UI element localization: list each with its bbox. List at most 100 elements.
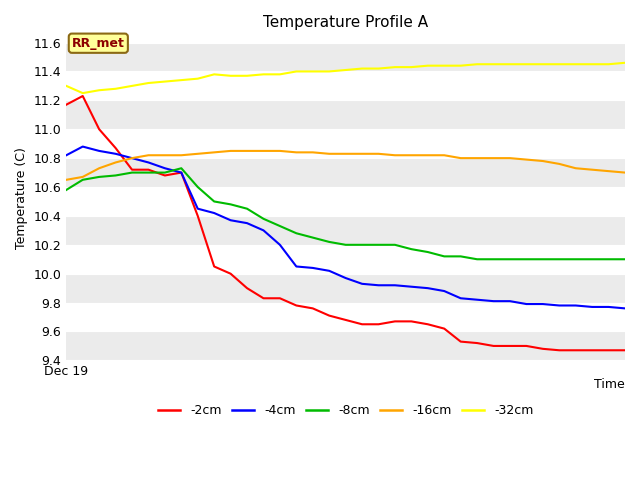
-16cm <box>572 166 580 171</box>
-16cm <box>556 161 563 167</box>
Bar <box>67 302 625 332</box>
-32cm <box>128 83 136 89</box>
-32cm <box>194 76 202 82</box>
-8cm <box>506 256 514 262</box>
-16cm <box>408 152 415 158</box>
-32cm <box>506 61 514 67</box>
-8cm <box>292 230 300 236</box>
-16cm <box>161 152 169 158</box>
-8cm <box>588 256 596 262</box>
-2cm <box>556 348 563 353</box>
-32cm <box>325 69 333 74</box>
-16cm <box>457 155 465 161</box>
-4cm <box>194 206 202 212</box>
Text: RR_met: RR_met <box>72 36 125 50</box>
Bar <box>67 187 625 216</box>
-32cm <box>605 61 612 67</box>
-4cm <box>63 152 70 158</box>
-4cm <box>374 282 382 288</box>
-32cm <box>276 72 284 77</box>
-8cm <box>374 242 382 248</box>
-16cm <box>605 168 612 174</box>
-8cm <box>605 256 612 262</box>
-8cm <box>95 174 103 180</box>
-8cm <box>63 187 70 193</box>
-16cm <box>194 151 202 156</box>
Bar <box>67 43 625 72</box>
-2cm <box>112 145 120 151</box>
-16cm <box>342 151 349 156</box>
-8cm <box>408 246 415 252</box>
-8cm <box>457 253 465 259</box>
-8cm <box>424 249 431 255</box>
-16cm <box>309 149 317 155</box>
-4cm <box>523 301 531 307</box>
-16cm <box>227 148 234 154</box>
-4cm <box>95 148 103 154</box>
-8cm <box>572 256 580 262</box>
-16cm <box>292 149 300 155</box>
-2cm <box>128 167 136 173</box>
-2cm <box>95 126 103 132</box>
-2cm <box>211 264 218 269</box>
-32cm <box>440 63 448 69</box>
Line: -4cm: -4cm <box>67 146 625 308</box>
-2cm <box>588 348 596 353</box>
-8cm <box>358 242 366 248</box>
-2cm <box>424 322 431 327</box>
-2cm <box>490 343 497 349</box>
-4cm <box>309 265 317 271</box>
-8cm <box>227 202 234 207</box>
-4cm <box>177 170 185 176</box>
-2cm <box>391 319 399 324</box>
-8cm <box>260 216 268 222</box>
-8cm <box>161 170 169 176</box>
-16cm <box>325 151 333 156</box>
-32cm <box>227 73 234 79</box>
-4cm <box>539 301 547 307</box>
Bar <box>67 158 625 187</box>
-32cm <box>621 60 629 66</box>
Legend: -2cm, -4cm, -8cm, -16cm, -32cm: -2cm, -4cm, -8cm, -16cm, -32cm <box>153 399 539 422</box>
-4cm <box>391 282 399 288</box>
-8cm <box>128 170 136 176</box>
-16cm <box>523 156 531 162</box>
-4cm <box>506 298 514 304</box>
-8cm <box>342 242 349 248</box>
-2cm <box>342 317 349 323</box>
-2cm <box>325 313 333 319</box>
-8cm <box>145 170 152 176</box>
-16cm <box>490 155 497 161</box>
-8cm <box>539 256 547 262</box>
-8cm <box>621 256 629 262</box>
-4cm <box>408 284 415 289</box>
-16cm <box>358 151 366 156</box>
-32cm <box>408 64 415 70</box>
-16cm <box>112 159 120 165</box>
-32cm <box>177 77 185 83</box>
Line: -8cm: -8cm <box>67 168 625 259</box>
-8cm <box>440 253 448 259</box>
-4cm <box>556 302 563 308</box>
-8cm <box>556 256 563 262</box>
-4cm <box>276 242 284 248</box>
-4cm <box>588 304 596 310</box>
-4cm <box>145 159 152 165</box>
-16cm <box>95 166 103 171</box>
-8cm <box>276 223 284 229</box>
-32cm <box>211 72 218 77</box>
-4cm <box>161 166 169 171</box>
-4cm <box>605 304 612 310</box>
-8cm <box>523 256 531 262</box>
-2cm <box>457 339 465 345</box>
-2cm <box>309 305 317 311</box>
-32cm <box>523 61 531 67</box>
-2cm <box>145 167 152 173</box>
Title: Temperature Profile A: Temperature Profile A <box>263 15 428 30</box>
-16cm <box>391 152 399 158</box>
-4cm <box>358 281 366 287</box>
-2cm <box>177 170 185 176</box>
Bar <box>67 100 625 129</box>
-16cm <box>473 155 481 161</box>
-32cm <box>457 63 465 69</box>
